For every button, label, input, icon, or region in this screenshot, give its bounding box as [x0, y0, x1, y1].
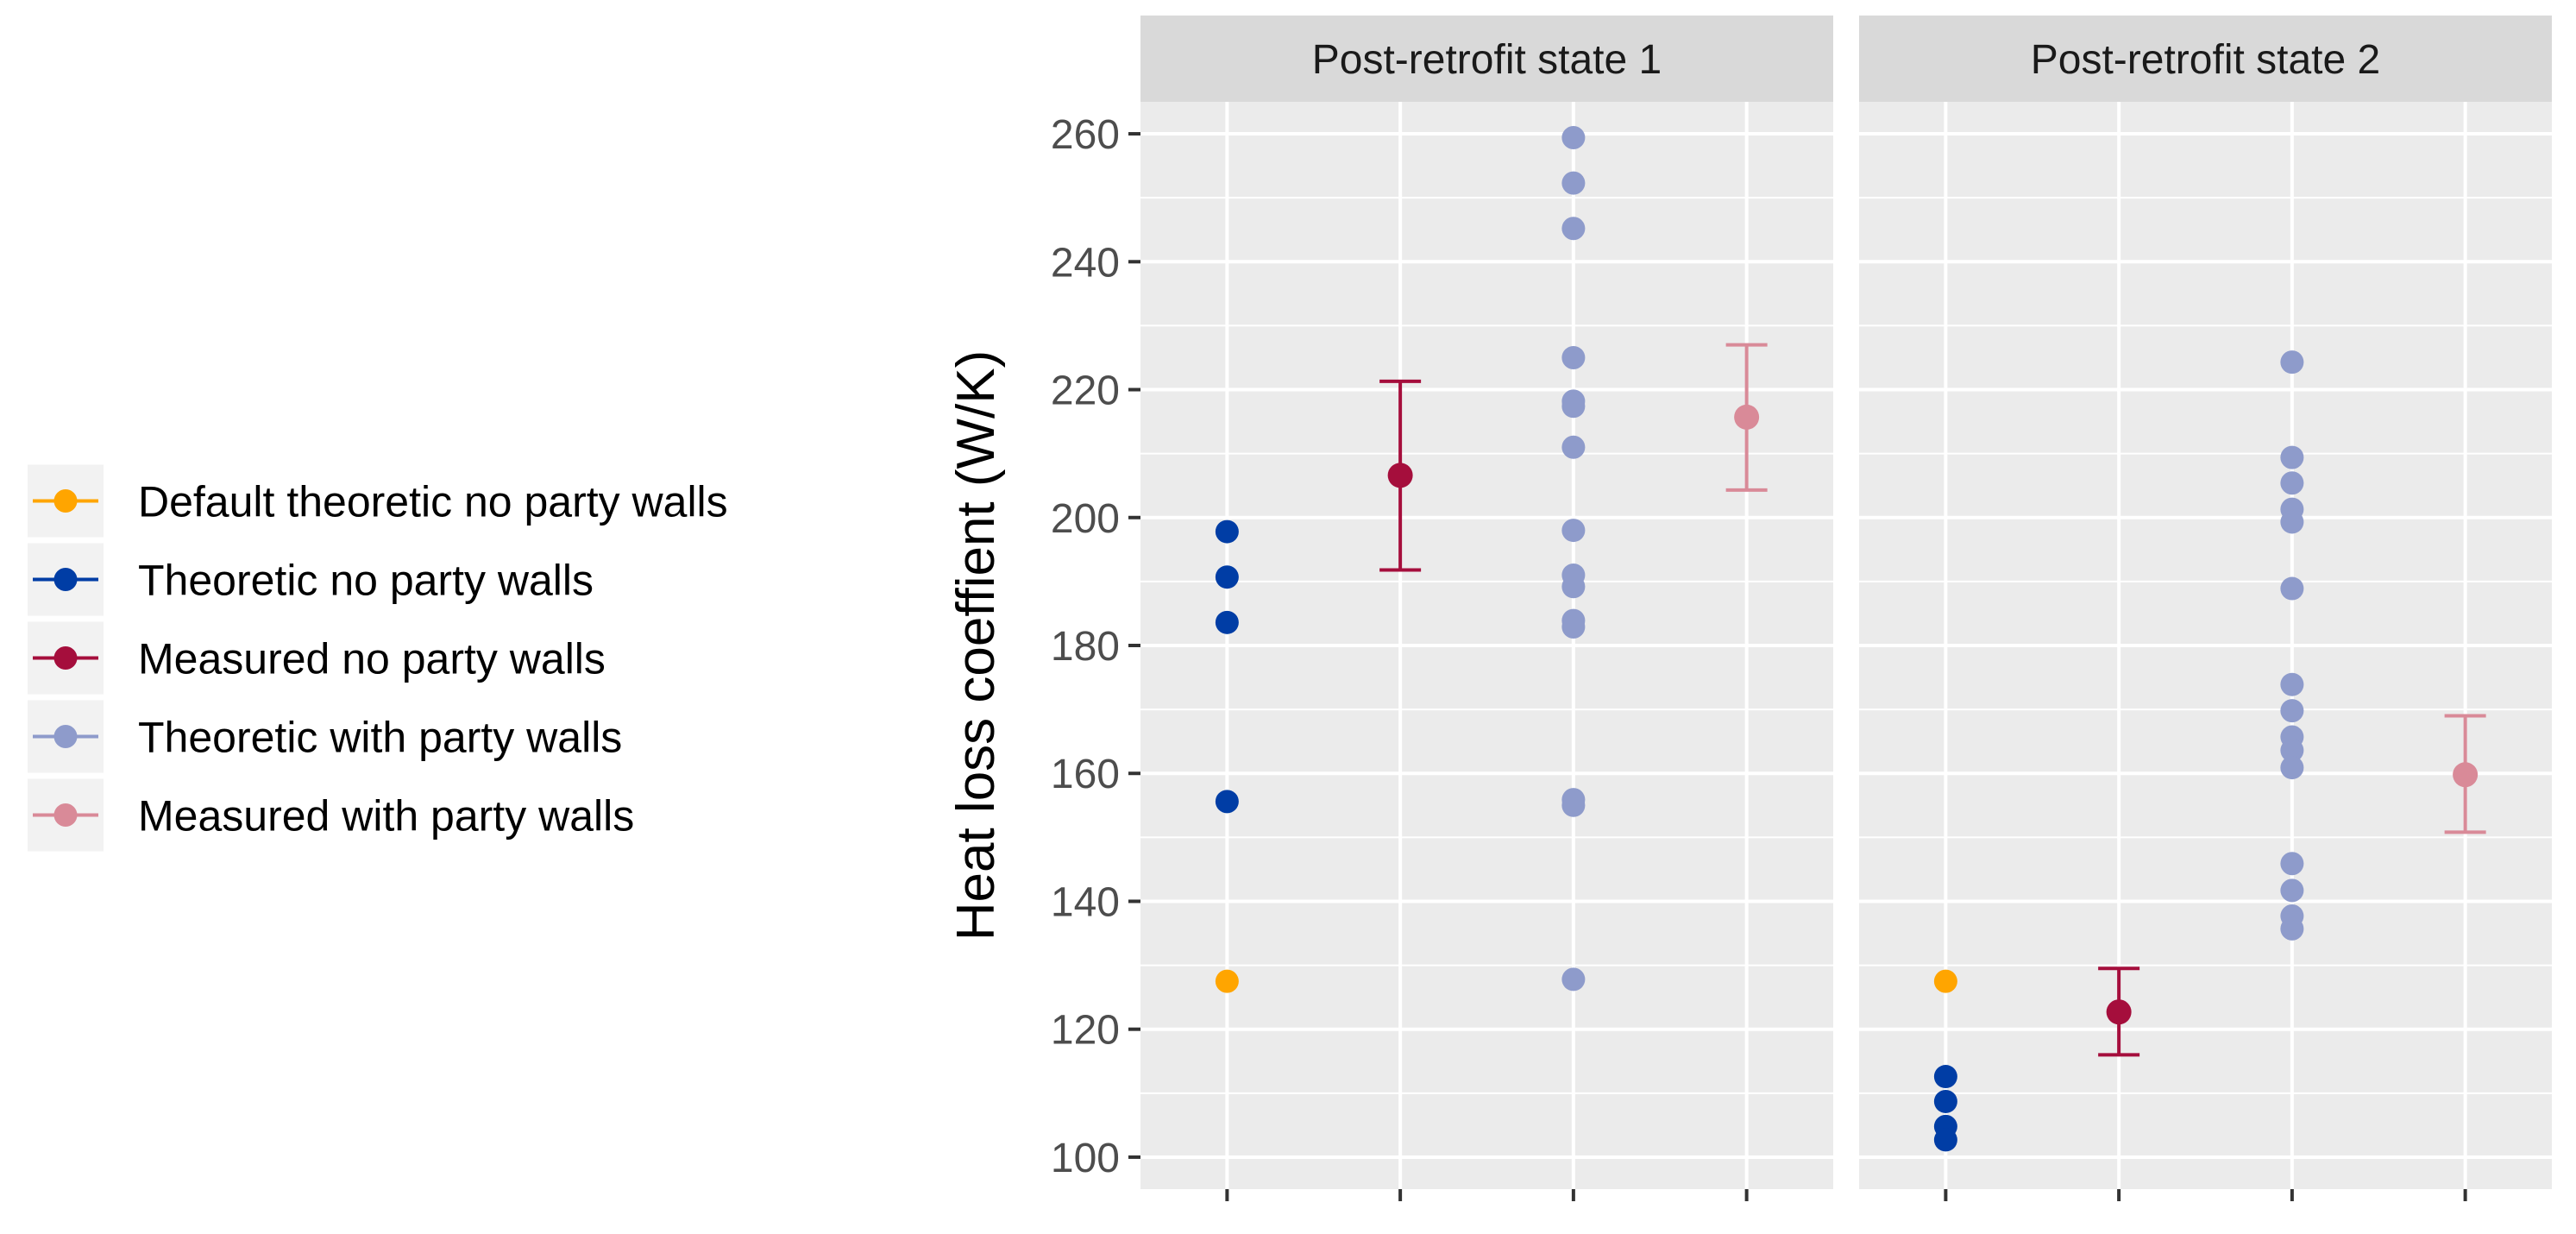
data-point-theoretic_with_party [2280, 852, 2304, 876]
data-point-theoretic_no_party [1215, 610, 1239, 634]
legend-item-measured_with_party: Measured with party walls [28, 778, 634, 852]
y-tick-label: 180 [1051, 624, 1120, 670]
data-point-measured_with_party [1734, 404, 1760, 430]
data-point-theoretic_no_party [1215, 565, 1239, 589]
data-point-theoretic_with_party [2280, 756, 2304, 780]
data-point-theoretic_no_party [1933, 1089, 1957, 1113]
y-tick-label: 140 [1051, 879, 1120, 925]
data-point-theoretic_with_party [1561, 394, 1586, 419]
data-point-theoretic_with_party [1561, 793, 1586, 817]
data-point-theoretic_with_party [2280, 699, 2304, 723]
legend-item-theoretic_with_party: Theoretic with party walls [28, 700, 622, 773]
y-tick-label: 220 [1051, 368, 1120, 414]
data-point-theoretic_with_party [1561, 171, 1586, 195]
legend-label: Theoretic with party walls [138, 714, 622, 762]
data-point-theoretic_with_party [1561, 967, 1586, 992]
y-tick-label: 100 [1051, 1136, 1120, 1181]
data-point-theoretic_no_party [1933, 1065, 1957, 1089]
legend: Default theoretic no party walls Theoreti… [28, 464, 728, 852]
legend-key-point [53, 646, 78, 670]
y-tick-label: 260 [1051, 112, 1120, 158]
panels: Post-retrofit state 1 Post-retrofit state… [1140, 16, 2552, 1201]
panel-title: Post-retrofit state 2 [2031, 37, 2381, 83]
data-point-measured_with_party [2453, 762, 2479, 788]
data-point-theoretic_no_party [1933, 1128, 1957, 1152]
panel-strip [1859, 16, 2552, 102]
y-axis-title: Heat loss coeffient (W/K) [946, 350, 1006, 941]
y-tick-label: 240 [1051, 240, 1120, 286]
data-point-default_theoretic [1215, 969, 1239, 993]
panel-1: Post-retrofit state 1 [1140, 16, 1833, 1201]
data-point-theoretic_with_party [2280, 916, 2304, 941]
legend-item-default_theoretic: Default theoretic no party walls [28, 464, 728, 538]
data-point-theoretic_no_party [1215, 790, 1239, 814]
y-tick-label: 160 [1051, 752, 1120, 797]
data-point-theoretic_with_party [2280, 445, 2304, 469]
legend-key-point [53, 803, 78, 827]
legend-key-point [53, 568, 78, 591]
y-tick-label: 200 [1051, 496, 1120, 542]
data-point-theoretic_with_party [1561, 435, 1586, 459]
data-point-theoretic_with_party [1561, 126, 1586, 150]
data-point-default_theoretic [1933, 969, 1957, 993]
data-point-theoretic_with_party [1561, 615, 1586, 639]
data-point-theoretic_with_party [2280, 576, 2304, 601]
legend-item-measured_no_party: Measured no party walls [28, 621, 606, 695]
data-point-theoretic_with_party [2280, 878, 2304, 903]
data-point-theoretic_no_party [1215, 519, 1239, 544]
data-point-theoretic_with_party [2280, 350, 2304, 375]
y-axis: 100 120 140 160 180 200 220 240 260 Heat loss coe… [946, 112, 1140, 1181]
legend-label: Default theoretic no party walls [138, 478, 728, 526]
data-point-theoretic_with_party [2280, 672, 2304, 696]
y-tick-label: 120 [1051, 1008, 1120, 1054]
legend-label: Theoretic no party walls [138, 557, 594, 605]
legend-key-point [53, 489, 78, 513]
legend-label: Measured with party walls [138, 792, 634, 841]
data-point-measured_no_party [2106, 999, 2132, 1025]
data-point-theoretic_with_party [1561, 575, 1586, 599]
legend-label: Measured no party walls [138, 635, 606, 683]
panel-2: Post-retrofit state 2 [1859, 16, 2552, 1201]
data-point-theoretic_with_party [2280, 471, 2304, 495]
panel-title: Post-retrofit state 1 [1312, 37, 1662, 83]
legend-key-point [53, 725, 78, 748]
data-point-theoretic_with_party [1561, 519, 1586, 543]
data-point-theoretic_with_party [2280, 510, 2304, 534]
data-point-theoretic_with_party [1561, 217, 1586, 241]
data-point-theoretic_with_party [1561, 345, 1586, 369]
data-point-theoretic_with_party [2280, 739, 2304, 763]
data-point-measured_no_party [1387, 463, 1413, 488]
panel-strip [1140, 16, 1833, 102]
legend-item-theoretic_no_party: Theoretic no party walls [28, 543, 594, 616]
